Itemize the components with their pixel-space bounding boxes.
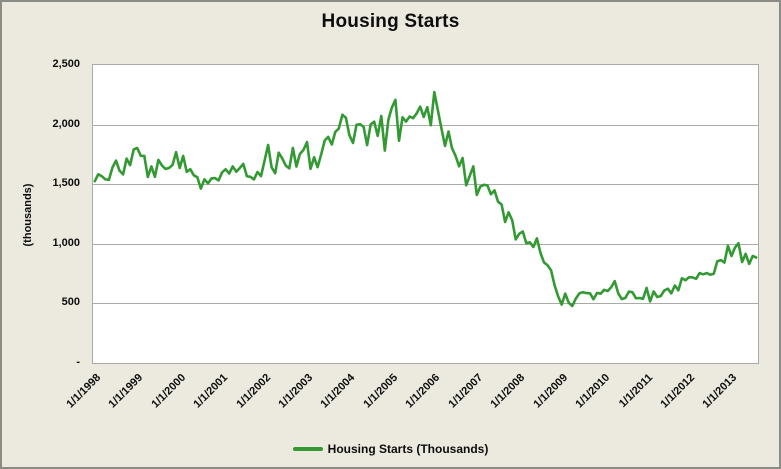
housing-starts-line-series — [93, 90, 758, 308]
gridline — [93, 303, 758, 305]
gridline — [93, 243, 758, 245]
legend-label: Housing Starts (Thousands) — [327, 442, 489, 456]
gridline — [93, 184, 758, 186]
chart-title: Housing Starts — [321, 11, 460, 32]
y-tick-label: 2,000 — [52, 117, 80, 130]
gridline — [93, 124, 758, 126]
y-tick-label: 500 — [61, 296, 80, 309]
legend-line-marker-icon — [292, 447, 323, 451]
y-tick-label: 1,500 — [52, 177, 80, 190]
y-tick-label: 2,500 — [52, 58, 80, 70]
legend: Housing Starts (Thousands) — [2, 442, 779, 456]
plot-area — [92, 64, 759, 364]
series-polyline — [93, 90, 758, 308]
y-tick-label: - — [76, 356, 80, 368]
y-tick-label: 1,000 — [52, 236, 80, 249]
